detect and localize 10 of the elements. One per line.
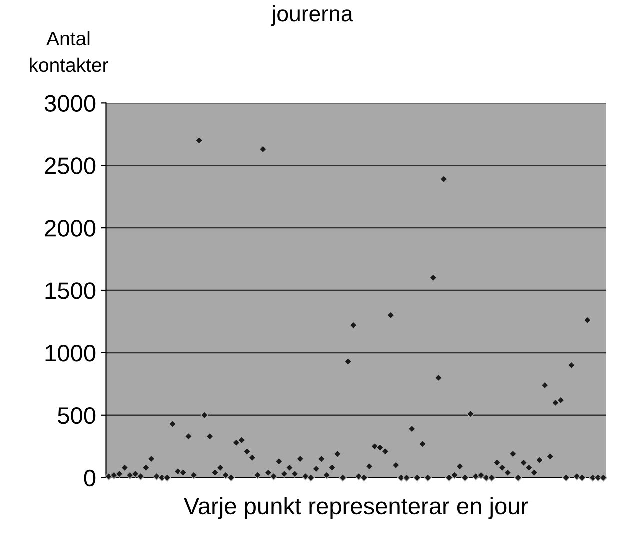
chart-title: jourerna (271, 5, 354, 26)
y-tick-label: 0 (84, 470, 96, 487)
y-tick-label: 1000 (46, 345, 96, 362)
y-tick-label: 3000 (44, 95, 96, 112)
x-axis-title: Varje punkt representerar en jour (184, 497, 528, 520)
y-tick-label: 2000 (45, 220, 96, 237)
y-tick-label: 1500 (46, 282, 96, 300)
y-tick-label: 2500 (45, 158, 96, 174)
y-axis-title: Antal kontakter (30, 31, 108, 72)
y-tick-label: 500 (58, 407, 96, 424)
